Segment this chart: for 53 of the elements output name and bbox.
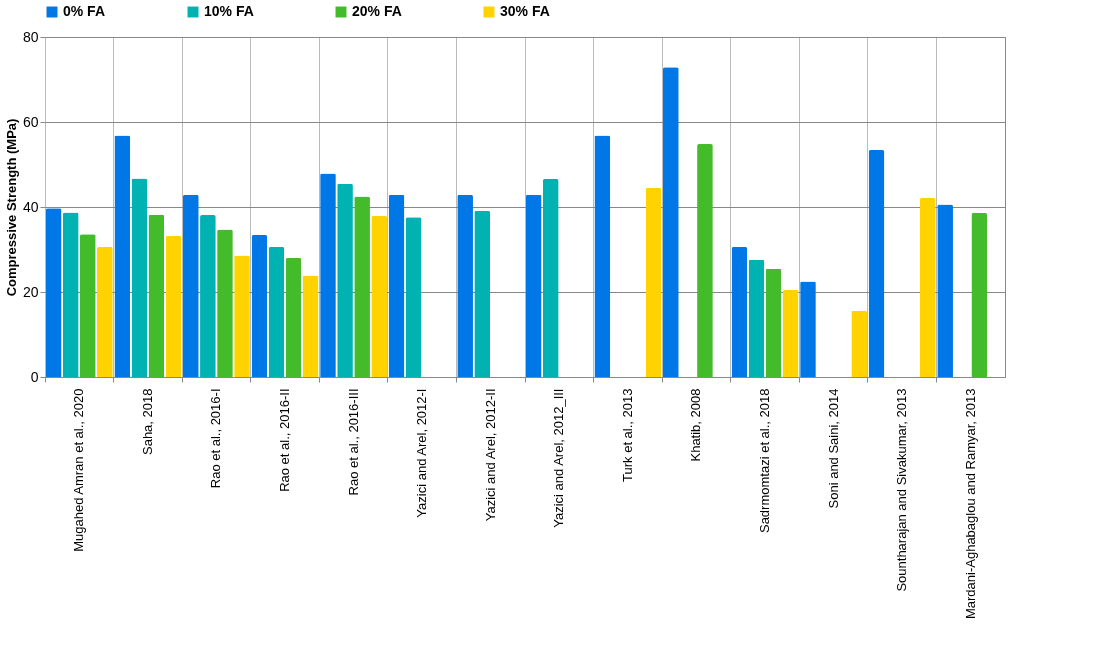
legend-label: 20% FA	[352, 3, 402, 19]
x-tick-label: Turk et al., 2013	[619, 388, 635, 482]
bar	[45, 208, 62, 377]
bar	[62, 212, 79, 377]
bar	[748, 259, 765, 377]
y-tick-label: 80	[22, 28, 39, 45]
x-tick-label: Mardani-Aghabaglou and Ramyar, 2013	[962, 388, 978, 620]
bar	[114, 135, 131, 377]
x-tick-label: Saha, 2018	[139, 388, 155, 456]
bar	[542, 178, 559, 377]
x-tick-label: Soni and Saini, 2014	[825, 388, 841, 509]
bar	[868, 150, 885, 377]
bar	[183, 194, 199, 377]
legend-label: 10% FA	[204, 3, 254, 19]
bar	[782, 289, 799, 377]
bar	[594, 135, 611, 377]
x-tick-label: Rao et al., 2016-II	[277, 388, 292, 492]
bar	[131, 178, 148, 377]
bar	[971, 212, 988, 377]
bar	[851, 310, 867, 377]
x-tick-label: Mugahed Amran et al., 2020	[71, 388, 87, 552]
bar	[663, 67, 679, 377]
bar	[525, 194, 542, 377]
y-tick-label: 40	[22, 198, 39, 215]
x-tick-label: Khatib, 2008	[688, 388, 704, 462]
y-axis-title: Compressive Strength (MPa)	[3, 118, 19, 297]
legend-label: 30% FA	[500, 3, 550, 19]
bar	[285, 258, 302, 377]
bar	[731, 246, 748, 377]
x-tick-label: Sountharajan and Sivakumar, 2013	[894, 388, 910, 592]
bar	[405, 217, 422, 377]
bar	[388, 194, 405, 377]
x-tick-label: Yazici and Arel, 2012-II	[482, 388, 498, 522]
x-tick-label: Rao et al., 2016-I	[208, 388, 224, 489]
bar	[251, 235, 268, 377]
bar	[302, 275, 319, 377]
y-tick-label: 20	[22, 283, 39, 300]
bar	[765, 268, 782, 377]
y-tick-label: 60	[22, 113, 39, 130]
bar	[645, 187, 662, 377]
x-tick-label: Yazici and Arel, 2012_III	[551, 388, 567, 528]
bar	[148, 214, 165, 377]
bar	[165, 235, 182, 377]
x-tick-label: Sadrmomtazi et al., 2018	[757, 388, 772, 534]
legend-label: 0% FA	[63, 3, 106, 19]
bar	[474, 210, 491, 377]
x-tick-label: Yazici and Arel, 2012-I	[414, 388, 430, 518]
y-tick-label: 0	[30, 368, 39, 385]
bar	[268, 246, 285, 377]
bar	[79, 234, 96, 377]
x-tick-label: Rao et al., 2016-III	[345, 388, 361, 496]
bar	[919, 198, 936, 377]
bar	[371, 215, 387, 377]
